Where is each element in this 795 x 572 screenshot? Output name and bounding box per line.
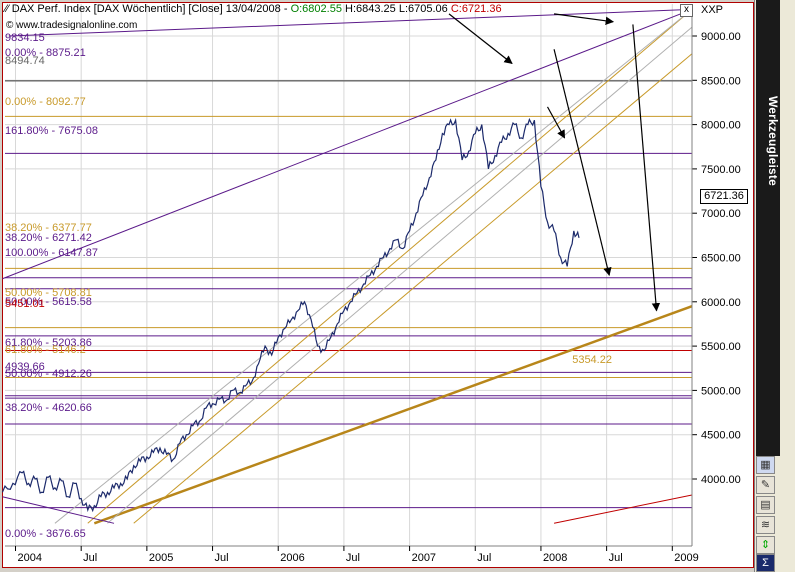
fib-label-6: 38.20% - 6271.42 bbox=[5, 232, 92, 244]
open-value: O:6802.55 bbox=[290, 3, 342, 15]
last-price-badge: 6721.36 bbox=[700, 189, 748, 204]
high-value: H:6843.25 bbox=[345, 3, 396, 15]
trend-line-purple-decline bbox=[2, 496, 115, 524]
trend-lines bbox=[2, 8, 693, 525]
x-tick-label-5: Jul bbox=[346, 552, 360, 564]
x-tick-label-0: 2004 bbox=[18, 552, 42, 564]
x-tick-label-1: Jul bbox=[83, 552, 97, 564]
fib-label-13: 4939.66 bbox=[5, 361, 45, 373]
trend-line-lower-trend-gold-thick bbox=[93, 305, 693, 525]
y-tick-label-6: 6000.00 bbox=[701, 297, 741, 309]
chart-line-icon: ⁄⁄ bbox=[5, 3, 9, 15]
trend-line-long-trend-purple bbox=[2, 8, 693, 280]
arrows-icon[interactable]: ⇕ bbox=[756, 536, 775, 554]
y-tick-label-7: 5500.00 bbox=[701, 341, 741, 353]
sigma-icon[interactable]: Σ bbox=[756, 554, 775, 572]
source-credit: © www.tradesignalonline.com bbox=[6, 20, 138, 31]
fib-label-0: 9834.15 bbox=[5, 32, 45, 44]
toolbar-header bbox=[756, 0, 780, 456]
fib-label-8: 50.00% - 5708.81 bbox=[5, 287, 92, 299]
y-tick-label-2: 8000.00 bbox=[701, 120, 741, 132]
x-tick-label-8: 2008 bbox=[543, 552, 567, 564]
forecast-arrows bbox=[448, 13, 661, 312]
grid-icon[interactable]: ▦ bbox=[756, 456, 775, 474]
x-tick-label-7: Jul bbox=[477, 552, 491, 564]
forecast-arrow-2 bbox=[553, 49, 612, 277]
y-tick-label-1: 8500.00 bbox=[701, 75, 741, 87]
fib-label-9: 50.00% - 5615.58 bbox=[5, 296, 92, 308]
price-series bbox=[1, 117, 580, 513]
bar-chart-icon[interactable]: ≋ bbox=[756, 516, 775, 534]
y-tick-label-0: 9000.00 bbox=[701, 31, 741, 43]
fib-label-7: 100.00% - 6147.87 bbox=[5, 247, 98, 259]
annotation-0: 5354.22 bbox=[572, 354, 612, 366]
chart-title: ⁄⁄ DAX Perf. Index [DAX Wöchentlich] [Cl… bbox=[5, 3, 502, 15]
forecast-arrow-4 bbox=[632, 24, 661, 312]
y-tick-label-8: 5000.00 bbox=[701, 385, 741, 397]
fib-label-4: 161.80% - 7675.08 bbox=[5, 125, 98, 137]
price-line bbox=[1, 117, 580, 513]
plot-area[interactable] bbox=[2, 2, 754, 568]
forecast-arrow-0 bbox=[448, 13, 513, 64]
fib-label-14: 50.00% - 4912.26 bbox=[5, 368, 92, 380]
forecast-arrow-1 bbox=[553, 13, 615, 25]
y-axis: 9000.00 8500.00 8000.00 7500.00 7000.00 6500.… bbox=[691, 4, 741, 546]
trend-line-channel-gold-b bbox=[133, 53, 693, 524]
grid-lines bbox=[5, 4, 692, 546]
x-tick-label-4: 2006 bbox=[280, 552, 304, 564]
toolbar-title: Werkzeugleiste bbox=[766, 96, 780, 186]
wrench-icon[interactable]: ✎ bbox=[756, 476, 775, 494]
forecast-arrow-3 bbox=[546, 106, 566, 139]
fib-label-15: 38.20% - 4620.66 bbox=[5, 402, 92, 414]
y-tick-label-5: 6500.00 bbox=[701, 253, 741, 265]
instrument-label: DAX Perf. Index [DAX Wöchentlich] [Close… bbox=[11, 3, 291, 15]
axis-unit-label: XXP bbox=[701, 4, 724, 16]
low-value: L:6705.06 bbox=[398, 3, 448, 15]
y-tick-label-10: 4000.00 bbox=[701, 474, 741, 486]
fibonacci-levels bbox=[5, 80, 692, 509]
fib-label-16: 0.00% - 3676.65 bbox=[5, 528, 86, 540]
x-axis: 2004 Jul 2005 Jul 2006 Jul 2007 Jul 2008 Jul 2009 bbox=[5, 545, 699, 564]
fib-label-11: 61.80% - 5203.86 bbox=[5, 337, 92, 349]
trend-line-channel-gray-a bbox=[54, 9, 693, 524]
trend-line-channel-gold-a bbox=[87, 9, 693, 524]
y-tick-label-3: 7500.00 bbox=[701, 164, 741, 176]
close-icon[interactable]: x bbox=[680, 4, 693, 17]
fib-label-1: 0.00% - 8875.21 bbox=[5, 47, 86, 59]
x-tick-label-6: 2007 bbox=[412, 552, 436, 564]
trend-line-upper-channel-purple bbox=[8, 8, 693, 37]
y-tick-label-9: 4500.00 bbox=[701, 430, 741, 442]
fib-label-12: 61.80% - 5146.2 bbox=[5, 344, 86, 356]
x-tick-label-2: 2005 bbox=[149, 552, 173, 564]
fib-label-5: 38.20% - 6377.77 bbox=[5, 222, 92, 234]
fib-label-2: 8494.74 bbox=[5, 55, 45, 67]
close-value: C:6721.36 bbox=[450, 3, 502, 15]
x-tick-label-10: 2009 bbox=[674, 552, 698, 564]
fib-label-3: 0.00% - 8092.77 bbox=[5, 96, 86, 108]
trend-line-channel-gray-b bbox=[107, 26, 693, 524]
fib-label-10: 5451.01 bbox=[5, 298, 45, 310]
y-tick-label-4: 7000.00 bbox=[701, 208, 741, 220]
x-tick-label-3: Jul bbox=[215, 552, 229, 564]
trend-line-red-lower bbox=[553, 494, 693, 524]
x-tick-label-9: Jul bbox=[609, 552, 623, 564]
note-icon[interactable]: ▤ bbox=[756, 496, 775, 514]
